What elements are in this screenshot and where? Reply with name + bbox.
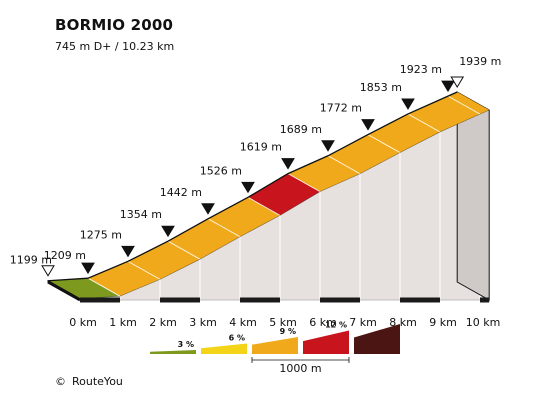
elevation-label: 1442 m [160, 186, 202, 199]
elevation-label: 1354 m [120, 208, 162, 221]
elevation-label: 1689 m [280, 123, 322, 136]
elevation-label: 1923 m [400, 63, 442, 76]
filled-triangle-marker [321, 140, 335, 152]
x-tick-label: 10 km [466, 316, 501, 329]
legend-scale-label: 1000 m [279, 362, 321, 375]
copyright-symbol: © [55, 375, 66, 388]
surface-km-line [247, 196, 281, 216]
profile-side-wall [80, 110, 490, 301]
elevation-label: 1526 m [200, 164, 242, 177]
filled-triangle-marker [81, 262, 95, 275]
chart-subtitle: 745 m D+ / 10.23 km [55, 40, 175, 53]
x-tick-label: 5 km [269, 316, 297, 329]
surface-km-line [287, 173, 321, 193]
surface-segment-grade-3 [48, 278, 120, 299]
x-tick-label: 7 km [349, 316, 377, 329]
filled-triangle-marker [441, 80, 455, 93]
base-km-band [400, 297, 440, 303]
credit-text: RouteYou [72, 375, 123, 388]
filled-triangle-marker [121, 245, 135, 258]
x-tick-label: 6 km [309, 316, 337, 329]
credit-line: © RouteYou [55, 375, 123, 388]
filled-triangle-marker [201, 203, 215, 215]
x-tick-label: 9 km [429, 316, 457, 329]
surface-segment-grade-9 [88, 197, 280, 297]
surface-segment-grade-12 [248, 173, 320, 216]
base-km-band [320, 297, 360, 303]
legend-swatch-grade-6 [201, 343, 247, 354]
surface-km-line [447, 95, 481, 115]
base-km-band [80, 297, 120, 303]
open-triangle-marker [41, 265, 55, 277]
chart-title: BORMIO 2000 [55, 16, 174, 34]
elevation-label: 1939 m [459, 55, 501, 68]
surface-km-line [167, 240, 201, 260]
legend-swatch-grade-3 [150, 350, 196, 354]
surface-km-line [367, 134, 401, 154]
x-tick-label: 1 km [109, 316, 137, 329]
base-depth-edge [47, 280, 81, 302]
filled-triangle-marker [241, 181, 255, 194]
surface-km-line [327, 155, 361, 175]
elevation-label: 1199 m [10, 254, 52, 267]
surface-km-line [127, 260, 161, 280]
elevation-label: 1209 m [44, 249, 86, 262]
legend-label: 12 % [325, 321, 347, 330]
x-tick-label: 0 km [69, 316, 97, 329]
profile-end-wall [456, 91, 490, 301]
filled-triangle-marker [401, 98, 415, 110]
x-tick-label: 2 km [149, 316, 177, 329]
open-triangle-marker [450, 76, 465, 88]
elevation-label: 1619 m [240, 141, 282, 154]
legend-label: 6 % [229, 334, 245, 343]
elevation-label: 1275 m [80, 228, 122, 241]
filled-triangle-marker [161, 225, 175, 238]
profile-back-edge [47, 91, 458, 282]
base-km-band [240, 297, 280, 303]
base-km-band [480, 297, 490, 303]
legend-swatch-grade-12 [303, 330, 349, 354]
elevation-label: 1772 m [320, 102, 362, 115]
profile-front-edge [79, 109, 490, 300]
filled-triangle-marker [361, 119, 375, 131]
surface-km-line [207, 218, 241, 238]
surface-km-line [87, 277, 121, 297]
filled-triangle-marker [281, 158, 295, 170]
surface-km-line [407, 113, 441, 133]
elevation-label: 1853 m [360, 81, 402, 94]
x-tick-label: 4 km [229, 316, 257, 329]
surface-segment-grade-9 [288, 92, 490, 192]
x-tick-label: 3 km [189, 316, 217, 329]
legend-swatch-grade-15 [354, 324, 400, 354]
base-km-band [160, 297, 200, 303]
legend-swatch-grade-9 [252, 337, 298, 354]
legend-label: 9 % [280, 327, 296, 336]
legend-label: 3 % [178, 340, 194, 349]
